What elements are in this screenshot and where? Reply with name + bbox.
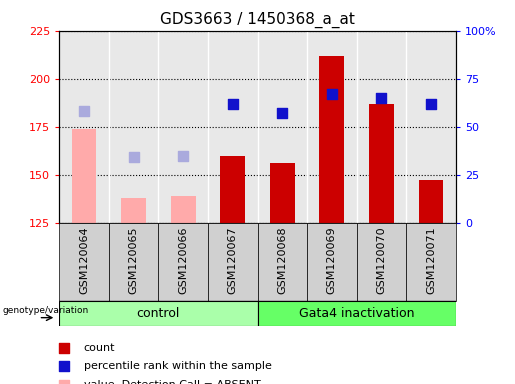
Text: percentile rank within the sample: percentile rank within the sample [84,361,272,371]
Text: GSM120071: GSM120071 [426,227,436,294]
Bar [307,223,356,301]
Text: GSM120069: GSM120069 [327,227,337,294]
Bar [419,180,443,223]
Point [328,91,336,97]
Bar [208,223,258,301]
Text: count: count [84,343,115,353]
Point [427,101,435,107]
Bar [220,156,245,223]
Bar [356,223,406,301]
Bar [72,129,96,223]
Text: GSM120067: GSM120067 [228,227,238,294]
Text: GSM120065: GSM120065 [129,227,139,294]
Point [229,101,237,107]
Text: genotype/variation: genotype/variation [3,306,89,314]
Point [377,95,386,101]
Point [60,363,68,369]
Point [278,110,286,116]
Text: control: control [136,308,180,320]
Point [80,108,88,114]
Text: GSM120068: GSM120068 [277,227,287,294]
Bar [159,223,208,301]
Bar [59,223,109,301]
Title: GDS3663 / 1450368_a_at: GDS3663 / 1450368_a_at [160,12,355,28]
Bar [270,163,295,223]
Bar [319,56,344,223]
Bar [121,198,146,223]
Text: GSM120064: GSM120064 [79,227,89,294]
Text: value, Detection Call = ABSENT: value, Detection Call = ABSENT [84,380,261,384]
Point [60,345,68,351]
Text: GSM120070: GSM120070 [376,227,386,294]
Point [129,154,138,161]
Text: Gata4 inactivation: Gata4 inactivation [299,308,415,320]
Bar [406,223,456,301]
Bar [258,223,307,301]
Bar [258,301,456,326]
Bar [109,223,159,301]
Bar [59,301,258,326]
Bar [171,196,196,223]
Point [60,382,68,384]
Bar [369,104,394,223]
Text: GSM120066: GSM120066 [178,227,188,294]
Point [179,152,187,159]
